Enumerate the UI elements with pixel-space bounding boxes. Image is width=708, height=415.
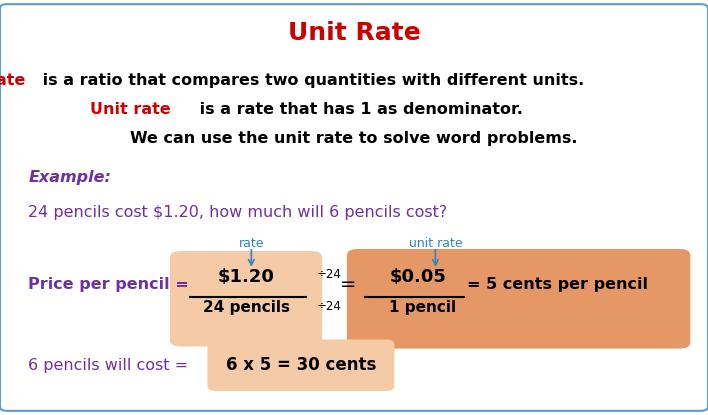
FancyBboxPatch shape bbox=[347, 249, 690, 349]
FancyBboxPatch shape bbox=[170, 251, 322, 347]
Text: is a rate that has 1 as denominator.: is a rate that has 1 as denominator. bbox=[194, 102, 523, 117]
Text: rate: rate bbox=[0, 73, 25, 88]
Text: We can use the unit rate to solve word problems.: We can use the unit rate to solve word p… bbox=[130, 131, 578, 146]
Text: unit rate: unit rate bbox=[409, 237, 462, 249]
Text: 24 pencils: 24 pencils bbox=[203, 300, 290, 315]
Text: ÷24: ÷24 bbox=[317, 300, 342, 312]
Text: =: = bbox=[340, 275, 357, 294]
Text: 24 pencils cost $1.20, how much will 6 pencils cost?: 24 pencils cost $1.20, how much will 6 p… bbox=[28, 205, 447, 220]
Text: $0.05: $0.05 bbox=[389, 268, 446, 286]
FancyBboxPatch shape bbox=[0, 4, 708, 411]
Text: 1 pencil: 1 pencil bbox=[389, 300, 457, 315]
Text: 6 x 5 = 30 cents: 6 x 5 = 30 cents bbox=[226, 356, 376, 374]
Text: is a ratio that compares two quantities with different units.: is a ratio that compares two quantities … bbox=[37, 73, 584, 88]
Text: ÷24: ÷24 bbox=[317, 268, 342, 281]
Text: rate: rate bbox=[239, 237, 264, 249]
FancyBboxPatch shape bbox=[207, 339, 394, 391]
Text: Unit rate: Unit rate bbox=[90, 102, 171, 117]
Text: $1.20: $1.20 bbox=[218, 268, 275, 286]
Text: 6 pencils will cost =: 6 pencils will cost = bbox=[28, 358, 193, 373]
Text: Unit Rate: Unit Rate bbox=[287, 21, 421, 45]
Text: = 5 cents per pencil: = 5 cents per pencil bbox=[467, 277, 649, 292]
Text: Example:: Example: bbox=[28, 170, 111, 185]
Text: Price per pencil =: Price per pencil = bbox=[28, 277, 195, 292]
